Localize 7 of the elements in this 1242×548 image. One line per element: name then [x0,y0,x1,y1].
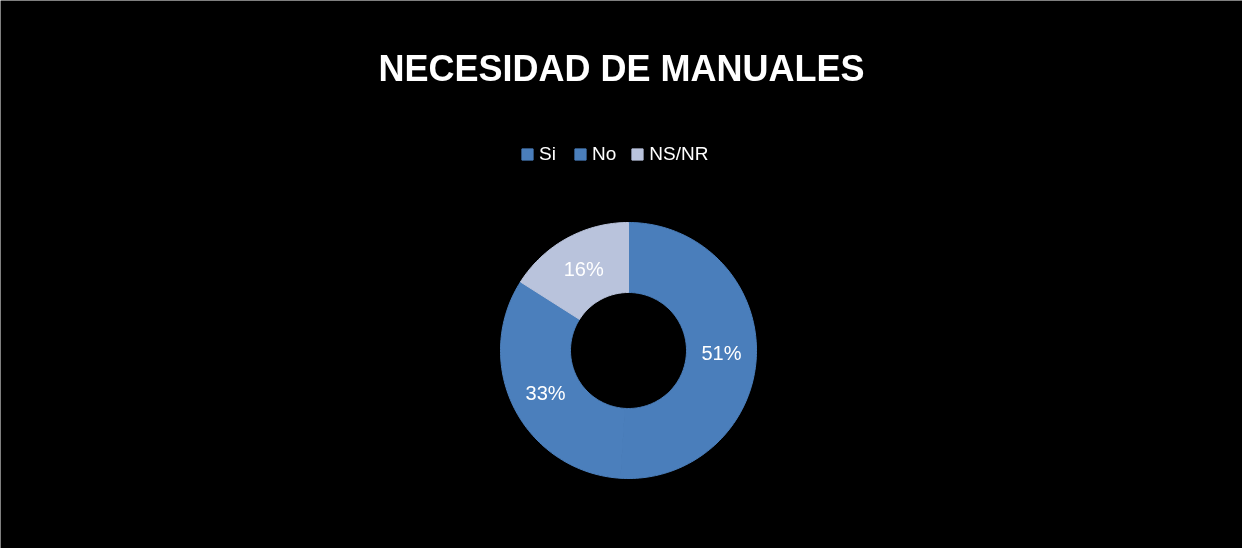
data-label: 51% [701,342,742,365]
data-label: 33% [525,381,566,404]
legend-label: No [592,143,617,165]
legend-label: Si [539,143,557,165]
legend-label: NS/NR [649,143,709,165]
data-label: 16% [563,258,604,280]
chart-title: NECESIDAD DE MANUALES [378,48,865,89]
